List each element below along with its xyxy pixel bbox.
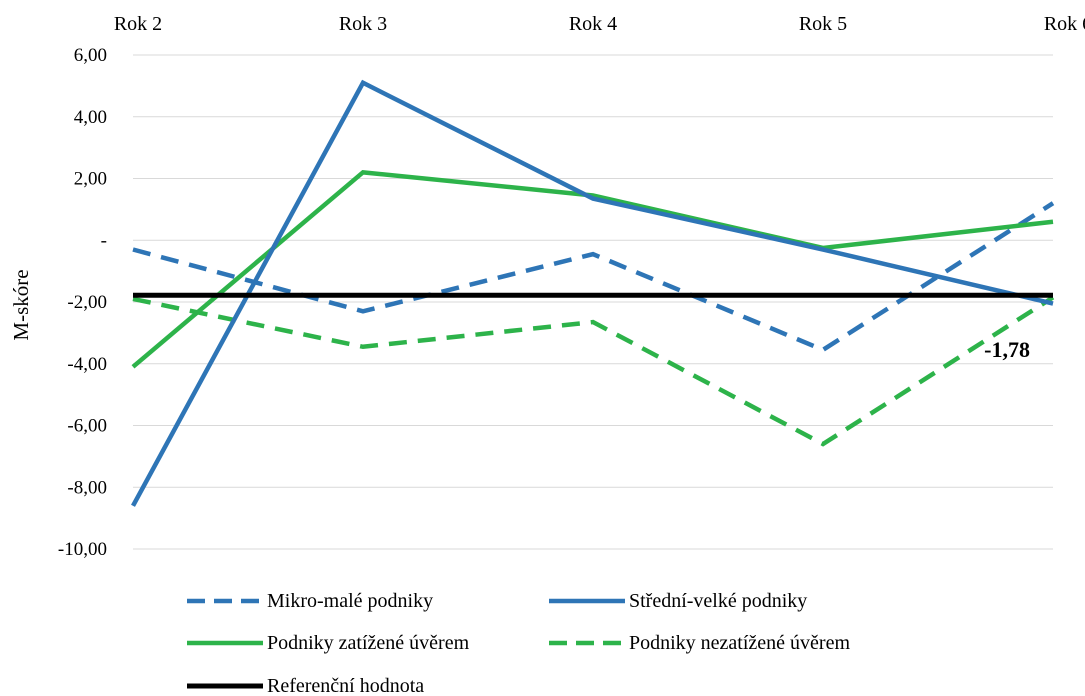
series-lines: [131, 79, 1055, 507]
series-line-mikro-mal-podniky: [132, 201, 1055, 353]
x-tick-label: Rok 4: [569, 13, 617, 35]
series-line-podniky-zat-en-v-rem: [131, 169, 1054, 369]
legend-label: Mikro-malé podniky: [267, 590, 433, 612]
y-axis-label: M-skóre: [9, 269, 33, 340]
annotations: -1,78: [984, 337, 1030, 362]
y-tick-label: -4,00: [67, 354, 107, 375]
y-tick-label: -8,00: [67, 477, 107, 498]
legend-label: Podniky zatížené úvěrem: [267, 632, 470, 654]
x-tick-label: Rok 3: [339, 13, 387, 35]
y-tick-label: 4,00: [74, 107, 107, 128]
y-tick-label: -10,00: [58, 539, 107, 560]
legend-label: Referenční hodnota: [267, 675, 424, 696]
legend-label: Podniky nezatížené úvěrem: [629, 632, 850, 654]
x-tick-label: Rok 2: [114, 13, 162, 35]
y-tick-label: -6,00: [67, 416, 107, 437]
gridlines: [133, 54, 1053, 550]
data-annotation: -1,78: [984, 337, 1030, 362]
x-tick-label: Rok 5: [799, 13, 847, 35]
x-axis-tick-labels: Rok 2 Rok 3 Rok 4 Rok 5 Rok 6: [114, 13, 1085, 35]
y-tick-label: 6,00: [74, 45, 107, 66]
y-axis-tick-labels: 6,00 4,00 2,00 - -2,00 -4,00 -6,00 -8,00 -10,00: [58, 45, 107, 560]
series-line-podniky-nezat-en-v-rem: [132, 295, 1055, 447]
y-tick-label: -2,00: [67, 292, 107, 313]
series-line-st-edn-velk-podniky: [131, 79, 1054, 507]
y-tick-label: -: [101, 230, 107, 251]
y-tick-label: 2,00: [74, 169, 107, 190]
x-tick-label: Rok 6: [1044, 13, 1085, 35]
legend-label: Střední-velké podniky: [629, 590, 807, 612]
legend: Mikro-malé podniky Střední-velké podniky P…: [187, 590, 850, 696]
